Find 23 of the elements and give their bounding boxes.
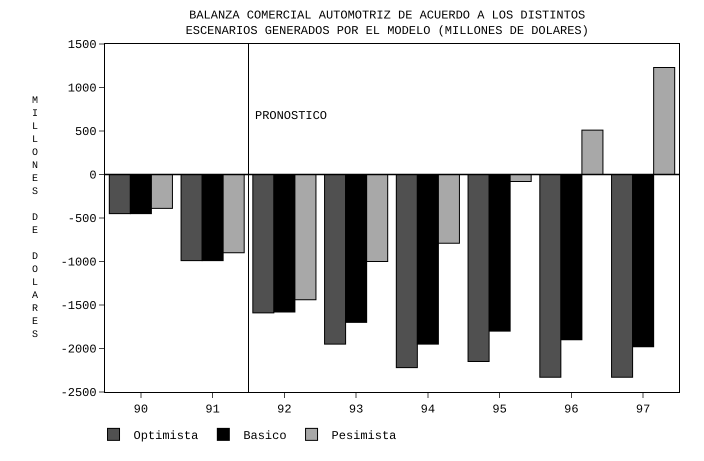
- y-tick-label: 1000: [68, 82, 97, 96]
- y-tick-label: -2500: [60, 386, 97, 400]
- legend-label: Basico: [243, 429, 287, 444]
- text: MILLONES DE DOLARES: [32, 96, 38, 341]
- ref-line-label: PRONOSTICO: [255, 109, 328, 123]
- y-tick-label: -1500: [60, 299, 97, 314]
- x-tick-label: 94: [420, 402, 436, 416]
- y-tick-label: -500: [68, 212, 97, 226]
- x-tick-label: 91: [205, 402, 220, 416]
- y-tick-label: 1500: [68, 38, 97, 52]
- x-tick-label: 90: [134, 402, 148, 416]
- y-tick-label: -1000: [60, 256, 97, 270]
- x-tick-label: 92: [277, 402, 292, 416]
- chart-title: BALANZA COMERCIAL AUTOMOTRIZ DE ACUERDO A LOS DISTINTOS ESCENARIOS GENERADOS POR EL MODELO (MILLONES DE DOLARES): [186, 8, 589, 38]
- y-tick-label: 500: [74, 125, 97, 140]
- legend-label: Pesimista: [332, 429, 396, 444]
- x-tick-label: 93: [348, 402, 364, 416]
- legend-label: Optimista: [134, 429, 198, 444]
- x-tick-label: 96: [564, 402, 579, 416]
- y-tick-label: -2000: [60, 342, 97, 357]
- x-tick-label: 97: [636, 402, 650, 416]
- y-tick-label: 0: [89, 168, 97, 183]
- x-tick-label: 95: [492, 402, 507, 416]
